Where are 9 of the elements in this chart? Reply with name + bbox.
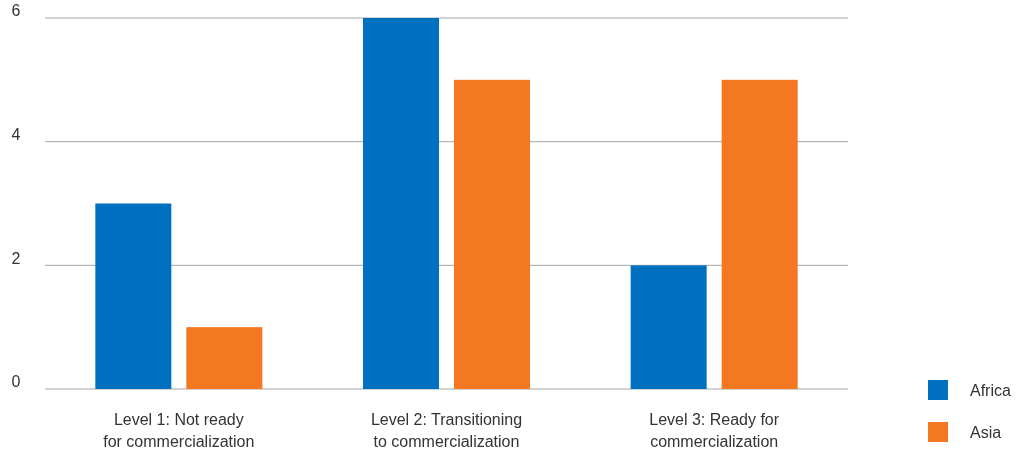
x-tick-label: Level 1: Not ready for commercialization bbox=[103, 411, 255, 450]
y-tick-label: 2 bbox=[11, 249, 21, 267]
y-tick-label: 0 bbox=[11, 373, 21, 391]
legend-label: Asia bbox=[970, 424, 1002, 441]
x-tick-label: Level 2: Transitioning to commercialization bbox=[370, 411, 523, 450]
y-tick-label: 4 bbox=[11, 126, 21, 144]
legend-label: Africa bbox=[970, 382, 1011, 399]
x-tick-label: Level 3: Ready for commercialization bbox=[649, 411, 780, 450]
y-tick-label: 6 bbox=[11, 2, 21, 20]
